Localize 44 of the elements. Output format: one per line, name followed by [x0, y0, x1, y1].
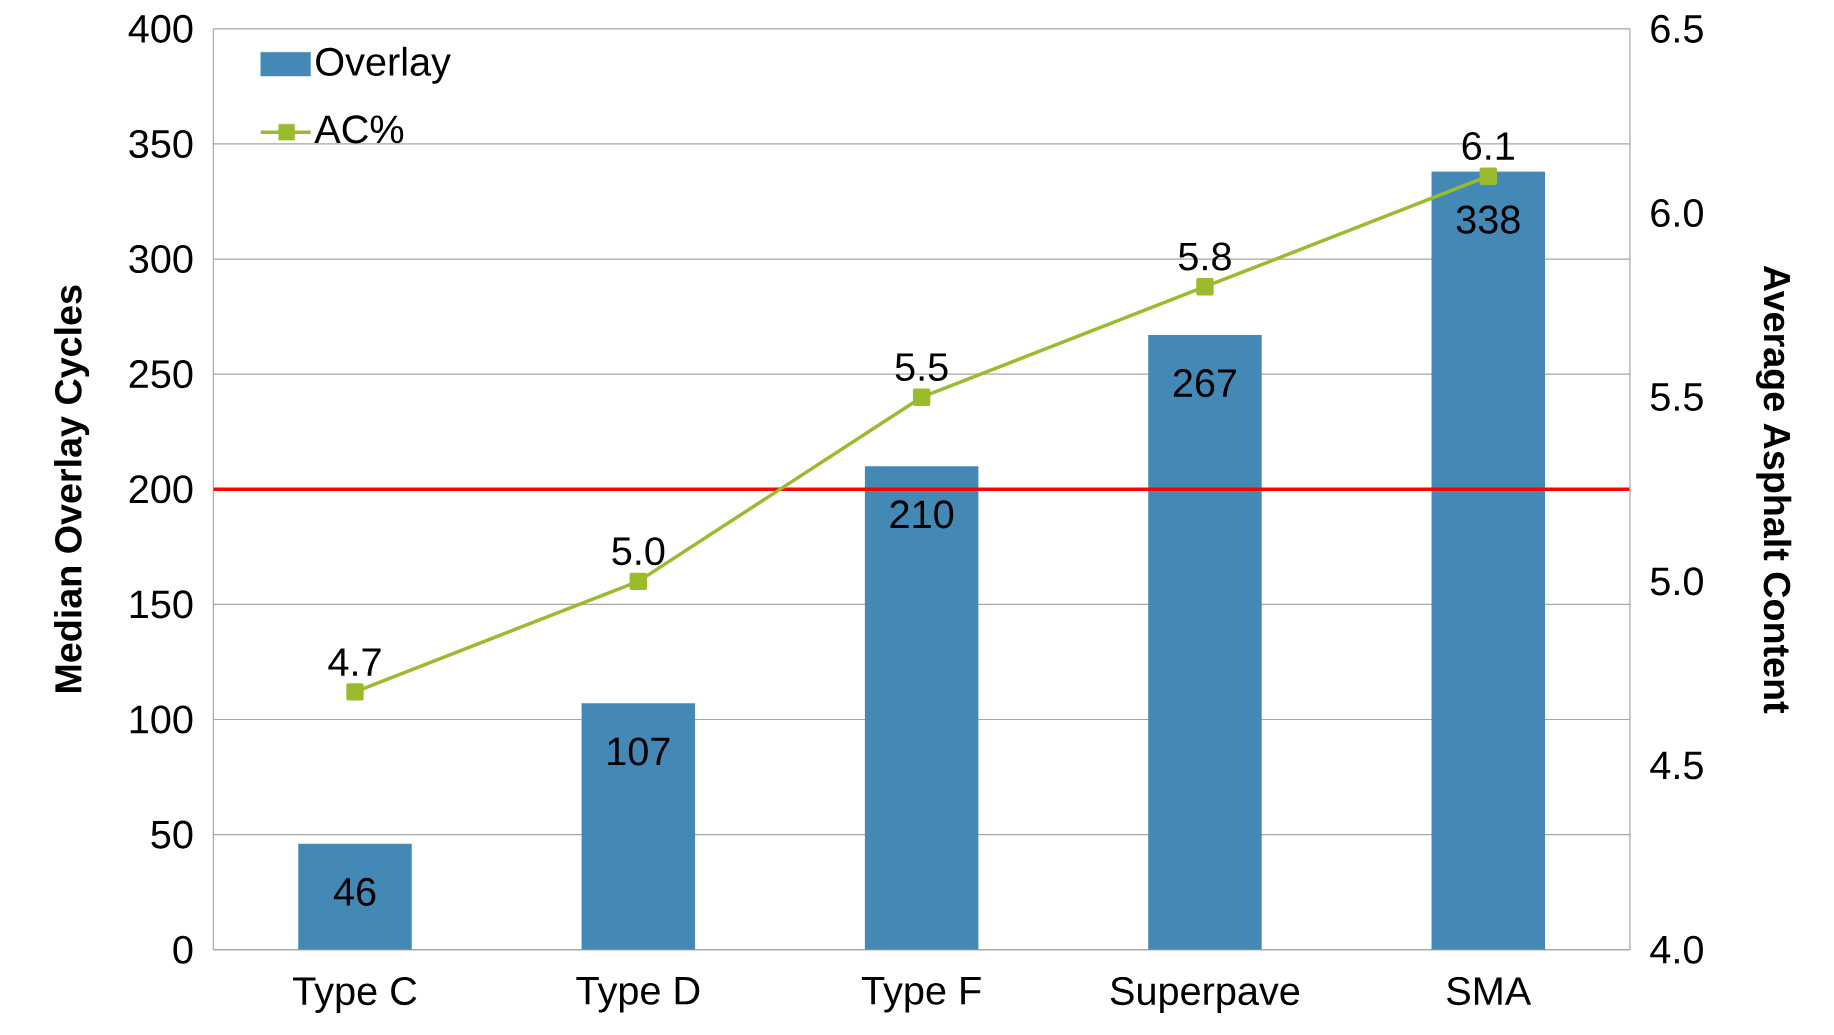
y-tick-label: 400: [128, 14, 193, 43]
x-tick-label: Type F: [861, 976, 981, 1013]
x-tick-label: SMA: [1447, 976, 1532, 1005]
point: [912, 388, 931, 406]
y2-tick-label: 4.5: [1650, 751, 1703, 780]
y-tick-label: 150: [130, 590, 193, 619]
y2-tick-label: 5.5: [1650, 383, 1703, 411]
y-tick-label: 0: [173, 935, 193, 964]
bar: [581, 703, 696, 950]
y2-tick-label: 6.5: [1651, 14, 1703, 43]
point: [1196, 277, 1214, 296]
point: [629, 572, 648, 590]
x-tick-label: Type C: [293, 976, 417, 1013]
y-axis-title: Median Overlay Cycles: [54, 285, 90, 692]
data-label: 46: [333, 877, 376, 906]
y-tick-label: 50: [151, 820, 193, 849]
bar: [1431, 171, 1546, 950]
y-tick-label: 250: [129, 359, 193, 389]
y-tick-label: 100: [130, 705, 193, 734]
bar: [864, 466, 979, 950]
x-tick-label: Type D: [576, 976, 700, 1013]
x-tick-label: Superpave: [1110, 976, 1300, 1013]
data-label: 5.0: [612, 536, 665, 566]
legend-label: Overlay: [316, 46, 451, 84]
y2-axis-title: Average Asphalt Content: [1756, 265, 1792, 714]
point: [346, 683, 364, 701]
y-tick-label: 350: [129, 129, 193, 158]
data-label: 210: [890, 500, 954, 529]
y-tick-label: 200: [129, 475, 193, 504]
point: [1479, 167, 1497, 185]
y-tick-label: 300: [129, 244, 193, 273]
data-label: 4.7: [328, 648, 381, 676]
data-label: 5.8: [1178, 242, 1231, 271]
data-label: 5.5: [895, 353, 948, 381]
y2-tick-label: 6.0: [1651, 198, 1703, 227]
bar: [1148, 334, 1262, 950]
data-label: 107: [608, 737, 670, 766]
bar: [298, 843, 412, 950]
data-label: 6.1: [1462, 131, 1514, 160]
y2-tick-label: 4.0: [1650, 935, 1703, 964]
legend-label: AC%: [314, 115, 404, 144]
data-label: 338: [1456, 205, 1520, 234]
y2-tick-label: 5.0: [1650, 567, 1703, 596]
data-label: 267: [1173, 368, 1237, 398]
